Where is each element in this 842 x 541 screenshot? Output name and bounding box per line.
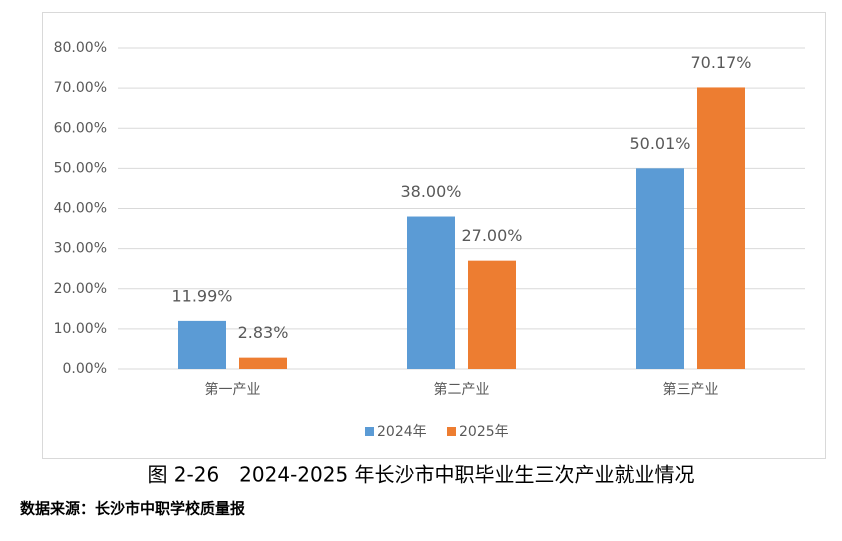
data-label: 2.83% <box>238 323 289 342</box>
source: 数据来源：长沙市中职学校质量报 <box>20 500 245 518</box>
y-tick-label: 40.00% <box>54 201 107 217</box>
bar <box>407 216 455 369</box>
data-label: 11.99% <box>171 286 232 305</box>
bar <box>239 357 287 369</box>
y-tick-label: 30.00% <box>54 241 107 257</box>
y-tick-label: 20.00% <box>54 281 107 297</box>
y-tick-label: 10.00% <box>54 321 107 337</box>
y-tick-label: 50.00% <box>54 160 107 176</box>
y-tick-label: 60.00% <box>54 120 107 136</box>
data-label: 27.00% <box>461 226 522 245</box>
legend-swatch <box>447 427 456 436</box>
legend-label: 2024年 <box>377 424 427 440</box>
caption: 图 2-26 2024-2025 年长沙市中职毕业生三次产业就业情况 <box>147 463 694 487</box>
x-tick-label: 第二产业 <box>434 381 490 398</box>
y-tick-label: 0.00% <box>63 361 107 377</box>
y-tick-label: 70.00% <box>54 80 107 96</box>
bar <box>697 87 745 369</box>
data-label: 38.00% <box>400 182 461 201</box>
data-label: 70.17% <box>690 53 751 72</box>
x-tick-label: 第一产业 <box>205 381 261 398</box>
y-tick-label: 80.00% <box>54 40 107 56</box>
bar <box>178 320 226 369</box>
data-label: 50.01% <box>629 134 690 153</box>
legend-swatch <box>365 427 374 436</box>
legend-label: 2025年 <box>459 424 509 440</box>
x-tick-label: 第三产业 <box>663 381 719 398</box>
bar <box>468 260 516 369</box>
bar <box>636 168 684 369</box>
